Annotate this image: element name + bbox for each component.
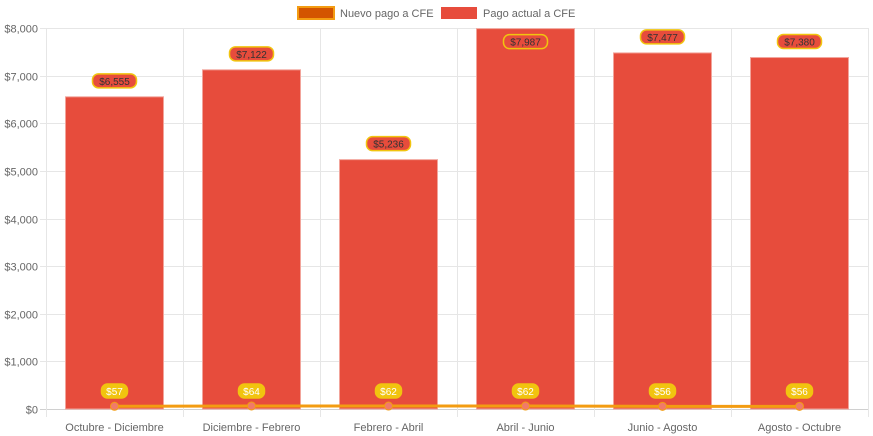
y-tick-label: $4,000 — [4, 215, 38, 227]
y-tick-label: $3,000 — [4, 262, 38, 274]
line-point — [658, 401, 667, 411]
line-point — [521, 401, 530, 411]
line-point — [795, 401, 804, 411]
x-tick-label: Agosto - Octubre — [758, 422, 841, 434]
line-data-label-bg — [100, 383, 129, 399]
y-tick-label: $6,000 — [4, 119, 38, 131]
line-data-label-bg — [511, 383, 540, 399]
y-tick-label: $1,000 — [4, 357, 38, 369]
legend-label-bar: Pago actual a CFE — [483, 8, 575, 20]
bar-data-label-bg — [365, 135, 412, 152]
bar — [202, 69, 301, 410]
line-data-label-bg — [374, 383, 403, 399]
y-tick-label: $0 — [26, 405, 38, 417]
legend-swatch-bar — [441, 7, 477, 19]
x-tick-label: Junio - Agosto — [628, 422, 698, 434]
legend-label-line: Nuevo pago a CFE — [340, 8, 434, 20]
line-data-label-bg — [648, 383, 677, 399]
y-tick-label: $2,000 — [4, 310, 38, 322]
line-data-label-bg — [237, 383, 266, 399]
bar-data-label: $7,380 — [784, 38, 815, 49]
x-tick-label: Febrero - Abril — [354, 422, 424, 434]
bar — [65, 96, 164, 410]
line-point — [110, 401, 119, 411]
bar-data-label-bg — [228, 46, 275, 62]
y-tick-label: $7,000 — [4, 72, 38, 84]
legend: Nuevo pago a CFE Pago actual a CFE — [297, 6, 575, 20]
legend-swatch-line — [297, 6, 335, 20]
line-point — [384, 401, 393, 411]
line-data-label: $62 — [517, 387, 534, 398]
bar-data-label: $7,477 — [647, 33, 678, 44]
line-data-label-bg — [785, 383, 814, 399]
bar-data-label: $5,236 — [373, 140, 404, 151]
line-data-label: $56 — [791, 387, 808, 398]
x-tick-label: Octubre - Diciembre — [65, 422, 163, 434]
bar-data-label-bg — [91, 73, 138, 89]
line-data-label: $57 — [106, 387, 123, 398]
bar — [339, 159, 438, 410]
bar-data-label-bg — [502, 33, 549, 50]
bar — [476, 28, 575, 410]
y-tick-label: $8,000 — [4, 24, 38, 36]
line-data-label: $56 — [654, 387, 671, 398]
line-point — [247, 401, 256, 411]
line-data-label: $62 — [380, 387, 397, 398]
bar-data-label: $7,122 — [236, 50, 267, 61]
bar-data-label-bg — [776, 33, 823, 50]
x-tick-label: Abril - Junio — [496, 422, 554, 434]
bar-data-label: $6,555 — [99, 77, 130, 88]
x-tick-label: Diciembre - Febrero — [203, 422, 301, 434]
y-tick-label: $5,000 — [4, 167, 38, 179]
line-data-label: $64 — [243, 387, 260, 398]
bar-data-label-bg — [639, 29, 686, 45]
bar — [613, 52, 712, 410]
bar-data-label: $7,987 — [510, 38, 541, 49]
bar — [750, 57, 849, 410]
